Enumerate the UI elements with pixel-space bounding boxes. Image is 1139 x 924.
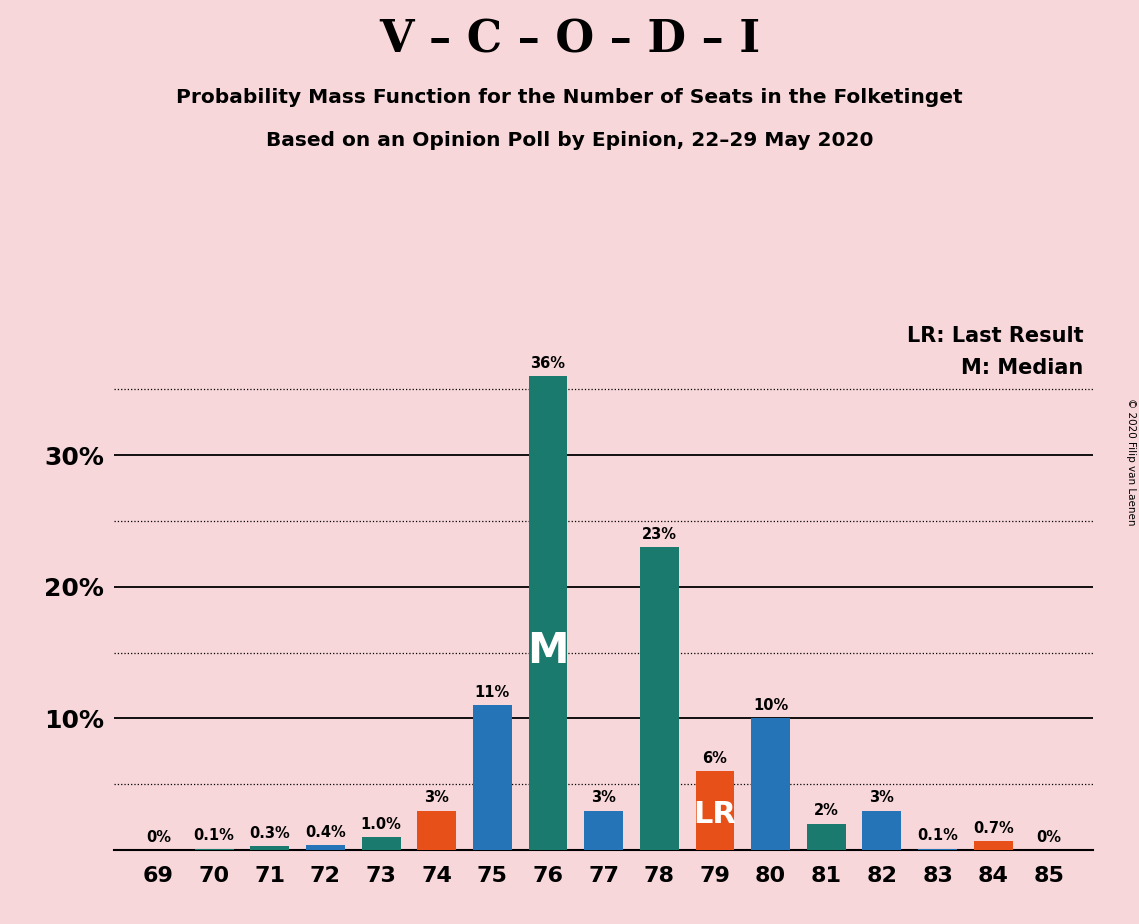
Text: 0.7%: 0.7% [973, 821, 1014, 835]
Text: Based on an Opinion Poll by Epinion, 22–29 May 2020: Based on an Opinion Poll by Epinion, 22–… [265, 131, 874, 151]
Bar [528, 376, 567, 850]
Text: 6%: 6% [703, 751, 728, 766]
Bar [473, 705, 511, 850]
Bar [361, 837, 401, 850]
Bar [640, 547, 679, 850]
Bar [584, 810, 623, 850]
Bar [195, 849, 233, 850]
Bar [306, 845, 345, 850]
Bar [417, 810, 457, 850]
Text: 0.1%: 0.1% [917, 829, 958, 844]
Text: 23%: 23% [641, 527, 677, 542]
Text: © 2020 Filip van Laenen: © 2020 Filip van Laenen [1126, 398, 1136, 526]
Text: Probability Mass Function for the Number of Seats in the Folketinget: Probability Mass Function for the Number… [177, 88, 962, 107]
Bar [251, 846, 289, 850]
Text: LR: LR [694, 800, 737, 829]
Bar [806, 824, 846, 850]
Bar [974, 841, 1013, 850]
Text: 0.4%: 0.4% [305, 824, 346, 840]
Text: 11%: 11% [475, 685, 510, 700]
Text: 0%: 0% [1036, 830, 1062, 845]
Text: 0.1%: 0.1% [194, 829, 235, 844]
Bar [862, 810, 901, 850]
Text: 3%: 3% [591, 790, 616, 806]
Text: 36%: 36% [531, 356, 566, 371]
Text: M: Median: M: Median [961, 358, 1083, 378]
Bar [696, 771, 735, 850]
Text: 3%: 3% [869, 790, 894, 806]
Text: 2%: 2% [814, 804, 838, 819]
Text: M: M [527, 630, 568, 672]
Text: 0.3%: 0.3% [249, 826, 290, 841]
Text: 1.0%: 1.0% [361, 817, 401, 832]
Bar [918, 849, 957, 850]
Bar [751, 719, 790, 850]
Text: 3%: 3% [424, 790, 449, 806]
Text: 0%: 0% [146, 830, 171, 845]
Text: LR: Last Result: LR: Last Result [907, 326, 1083, 346]
Text: V – C – O – D – I: V – C – O – D – I [379, 18, 760, 62]
Text: 10%: 10% [753, 699, 788, 713]
